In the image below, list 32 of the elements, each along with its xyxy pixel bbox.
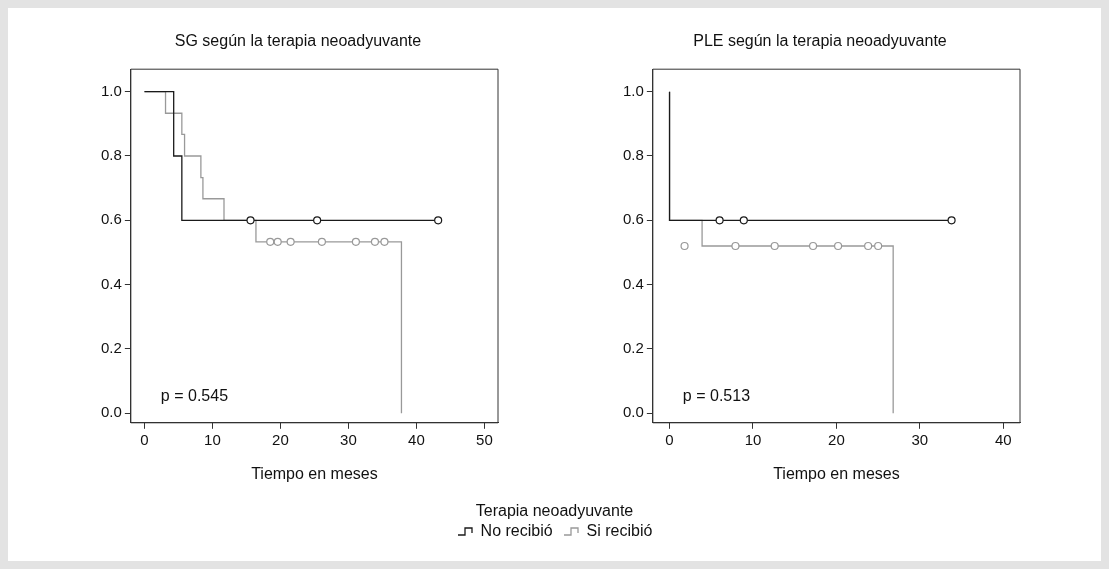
annotation: p = 0.545 <box>160 386 229 404</box>
x-tick-label: 20 <box>828 430 845 448</box>
legend-title: Terapia neoadyuvante <box>474 502 635 520</box>
y-tick-label: 0.8 <box>622 146 644 164</box>
y-tick-label: 0.4 <box>100 274 122 292</box>
y-tick-label: 0.0 <box>622 403 644 421</box>
x-tick-label: 50 <box>476 430 493 448</box>
legend-label: Si recibió <box>586 522 653 540</box>
x-tick-label: 0 <box>665 430 674 448</box>
y-tick-label: 1.0 <box>622 81 644 99</box>
y-tick-label: 0.0 <box>100 403 122 421</box>
x-tick-label: 10 <box>744 430 762 448</box>
y-tick-label: 0.8 <box>100 146 122 164</box>
y-tick-label: 0.2 <box>622 339 644 357</box>
x-tick-label: 30 <box>340 430 357 448</box>
y-tick-label: 0.6 <box>100 210 122 228</box>
x-axis-title: Tiempo en meses <box>251 464 378 482</box>
y-tick-label: 1.0 <box>100 81 122 99</box>
chart-title: SG según la terapia neoadyuvante <box>174 32 422 50</box>
x-tick-label: 20 <box>272 430 289 448</box>
x-tick-label: 10 <box>204 430 221 448</box>
chart-title: PLE según la terapia neoadyuvante <box>693 32 947 50</box>
x-axis-title: Tiempo en meses <box>773 464 900 482</box>
x-tick-label: 30 <box>911 430 929 448</box>
annotation: p = 0.513 <box>682 386 751 404</box>
y-tick-label: 0.6 <box>622 210 644 228</box>
x-tick-label: 0 <box>140 430 149 448</box>
x-tick-label: 40 <box>408 430 425 448</box>
y-tick-label: 0.4 <box>622 274 644 292</box>
x-tick-label: 40 <box>994 430 1012 448</box>
y-tick-label: 0.2 <box>100 339 122 357</box>
legend-label: No recibió <box>480 522 553 540</box>
